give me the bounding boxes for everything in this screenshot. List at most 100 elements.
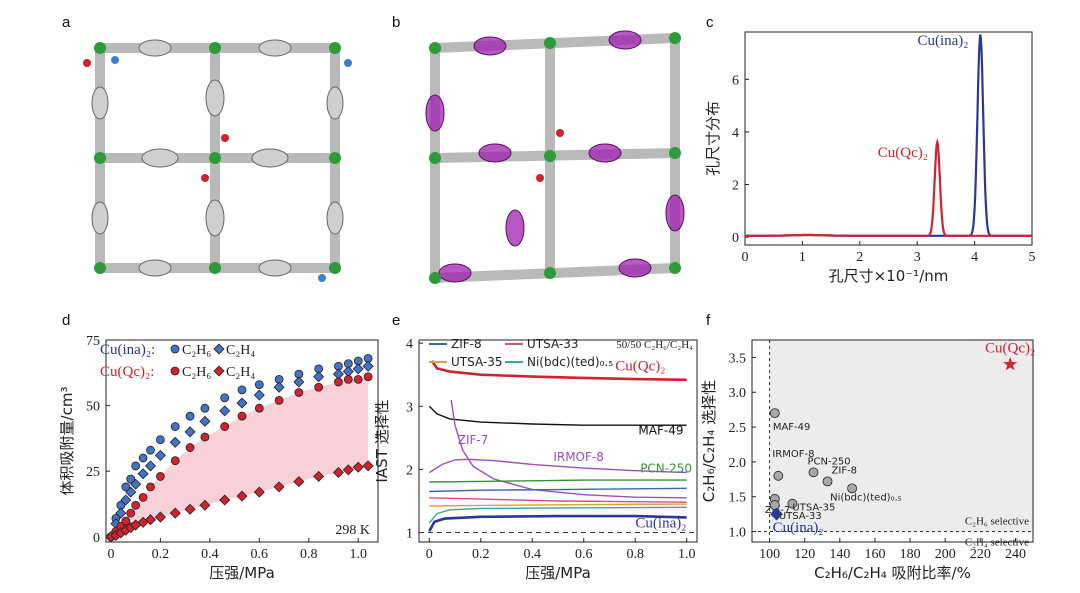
series-3 <box>105 460 374 543</box>
data-point <box>184 503 196 515</box>
y-tick-label: 1 <box>406 527 413 542</box>
plot-frame <box>744 31 1033 246</box>
data-point <box>342 464 354 476</box>
region-label-above: C₂H₆ selective <box>965 516 1029 528</box>
adsorption-isotherm-chart: 0 0.2 0.4 0.6 0.8 1.0 0 25 50 75 压强/MPa 体积吸附量/cm³ Cu… <box>60 334 379 582</box>
data-point <box>156 435 165 445</box>
data-point <box>352 363 364 375</box>
data-point <box>769 408 780 419</box>
plot-frame <box>105 339 379 543</box>
data-point <box>154 449 166 461</box>
label-cuina: Cu(ina)₂ <box>635 515 686 531</box>
data-point <box>120 494 132 506</box>
data-point <box>169 436 181 448</box>
y-tick-label: 2.5 <box>729 421 747 436</box>
region-label-below: C₂H₄ selective <box>965 537 1029 549</box>
data-point <box>170 456 180 466</box>
temperature-label: 298 K <box>335 523 370 538</box>
data-point <box>115 507 127 519</box>
panel-label-a: a <box>62 14 71 31</box>
data-point <box>773 470 784 481</box>
data-point <box>362 460 374 472</box>
series-line <box>429 497 687 503</box>
data-point <box>313 371 325 383</box>
data-point <box>185 411 195 421</box>
data-point <box>314 382 324 392</box>
data-point <box>352 461 364 473</box>
x-tick-label: 5 <box>1029 250 1036 265</box>
x-tick-label: 100 <box>759 547 780 562</box>
series-line <box>429 503 687 507</box>
data-point <box>219 494 231 506</box>
data-point <box>121 482 131 492</box>
data-point <box>144 460 157 472</box>
panel-label-d: d <box>62 312 71 329</box>
data-point <box>332 466 344 478</box>
data-point <box>273 381 285 393</box>
plot-frame <box>751 339 1034 543</box>
panel-label-c: c <box>706 14 714 31</box>
data-point <box>236 490 248 502</box>
legend-circle <box>170 344 180 354</box>
data-point <box>254 403 264 413</box>
series-line <box>428 405 687 426</box>
y-tick-label: 2.0 <box>729 456 747 471</box>
y-tick-label: 2 <box>732 179 739 194</box>
data-point <box>146 482 155 492</box>
x-tick-label: 1.0 <box>349 547 367 562</box>
data-point <box>199 499 211 511</box>
data-point <box>787 498 798 509</box>
y-tick-label: 0 <box>732 231 739 246</box>
data-point-star <box>1003 356 1018 371</box>
legend-c2h4: C₂H₄ <box>226 365 255 380</box>
framework-a-nodes <box>83 42 352 282</box>
data-point <box>293 376 305 388</box>
data-point <box>237 385 247 395</box>
legend-c2h6: C₂H₆ <box>182 343 211 358</box>
data-point <box>273 481 285 493</box>
selectivity-ratio-chart: 100 120 140 160 180 200 220 240 1.0 1.5 2.0 2.5 3.0 3… <box>700 339 1035 582</box>
data-point <box>253 389 265 401</box>
point-label: ZIF-8 <box>832 465 858 476</box>
y-tick-label: 2 <box>406 463 413 478</box>
x-tick-label: 3 <box>914 250 921 265</box>
legend-diamond <box>213 343 225 355</box>
data-point <box>185 443 195 452</box>
legend-circle <box>170 366 180 376</box>
y-tick-label: 0 <box>93 531 100 546</box>
data-point <box>332 368 344 380</box>
x-tick-label: 1.0 <box>678 547 696 562</box>
x-axis-label: C₂H₆/C₂H₄ 吸附比率/% <box>814 564 971 582</box>
series-line-cuqc <box>745 138 1032 237</box>
x-tick-label: 0.8 <box>300 547 318 562</box>
x-tick-label: 0.6 <box>575 547 593 562</box>
data-point <box>130 478 142 490</box>
y-tick-label: 75 <box>86 334 100 349</box>
data-point <box>219 405 231 417</box>
y-tick-label: 3 <box>406 400 413 415</box>
label-irmof8: IRMOF-8 <box>553 450 604 464</box>
data-point <box>334 377 343 387</box>
x-tick-label: 1 <box>799 250 806 265</box>
y-tick-label: 6 <box>732 73 739 88</box>
series-line <box>430 360 687 382</box>
plot-frame <box>418 339 698 543</box>
panel-label-b: b <box>392 14 401 31</box>
x-tick-label: 0.4 <box>201 547 219 562</box>
series-1 <box>105 360 374 543</box>
legend-label: Ni(bdc)(ted)₀.₅ <box>527 355 613 369</box>
legend-label: UTSA-33 <box>527 337 579 351</box>
y-tick-label: 50 <box>86 400 100 415</box>
panel-label-f: f <box>706 312 711 329</box>
x-tick-label: 140 <box>829 547 850 562</box>
x-tick-label: 160 <box>864 547 885 562</box>
data-point <box>126 474 136 484</box>
data-point <box>236 397 248 409</box>
label-pcn250: PCN-250 <box>640 462 692 476</box>
y-tick-label: 3.0 <box>729 386 747 401</box>
legend-label: ZIF-8 <box>451 337 482 351</box>
y-tick-label: 4 <box>732 126 739 141</box>
x-tick-label: 0.2 <box>152 547 170 562</box>
data-point <box>353 374 363 384</box>
legend-label: UTSA-35 <box>451 355 503 369</box>
